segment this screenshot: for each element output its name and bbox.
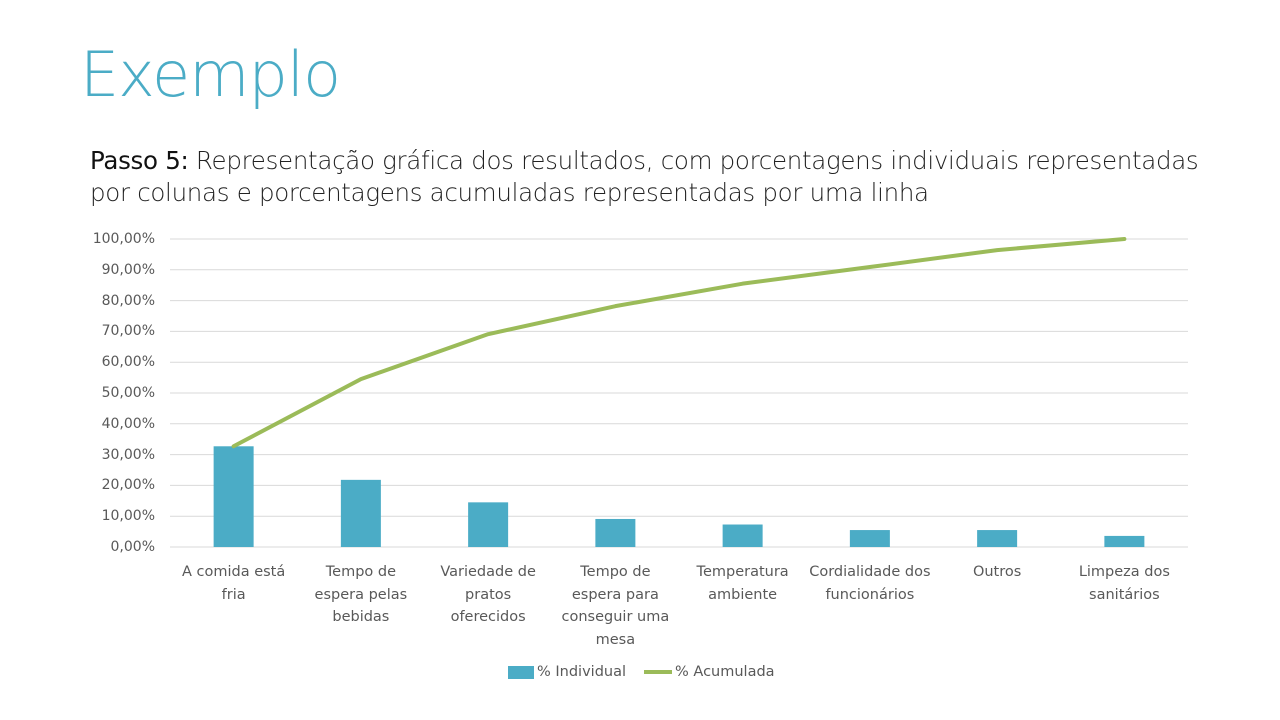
y-tick-label: 10,00% <box>101 508 155 525</box>
y-tick-label: 100,00% <box>92 231 155 247</box>
subtitle-text: Representação gráfica dos resultados, co… <box>90 146 1199 207</box>
subtitle-step: Passo 5: <box>90 146 189 175</box>
bar-individual <box>468 502 509 547</box>
bar-individual <box>722 524 763 547</box>
y-tick-label: 0,00% <box>110 539 155 555</box>
y-tick-label: 90,00% <box>101 261 155 278</box>
slide-title: Exemplo <box>80 38 341 111</box>
y-tick-label: 60,00% <box>101 354 155 371</box>
legend-bar-swatch-icon <box>508 665 534 679</box>
x-tick-label: Temperatura ambiente <box>696 564 789 603</box>
bar-individual <box>849 530 890 547</box>
x-tick-label: Tempo de espera pelas bebidas <box>314 564 408 625</box>
y-tick-label: 40,00% <box>101 415 155 432</box>
slide-subtitle: Passo 5: Representação gráfica dos resul… <box>90 145 1210 209</box>
x-tick-label: A comida está fria <box>181 564 286 603</box>
legend-item-acumulada: % Acumulada <box>675 664 775 680</box>
x-tick-label: Outros <box>972 564 1022 580</box>
bar-individual <box>1104 535 1145 547</box>
y-tick-label: 80,00% <box>101 292 155 309</box>
x-tick-label: Variedade de pratos oferecidos <box>440 564 536 625</box>
y-tick-label: 20,00% <box>101 477 155 494</box>
chart-legend: % Individual % Acumulada <box>508 664 775 680</box>
y-tick-label: 30,00% <box>101 446 155 463</box>
x-tick-label: Tempo de espera para conseguir uma mesa <box>561 564 670 648</box>
y-tick-label: 50,00% <box>101 385 155 401</box>
bar-individual <box>977 530 1018 547</box>
bar-individual <box>340 479 381 547</box>
line-acumulada <box>231 237 1127 449</box>
x-tick-label: Limpeza dos sanitários <box>1078 564 1170 603</box>
y-tick-label: 70,00% <box>101 323 155 340</box>
bar-individual <box>213 446 254 547</box>
bar-individual <box>595 518 636 547</box>
legend-item-individual: % Individual <box>537 664 627 680</box>
legend-line-swatch-icon <box>644 670 673 674</box>
x-tick-label: Cordialidade dos funcionários <box>809 564 931 603</box>
